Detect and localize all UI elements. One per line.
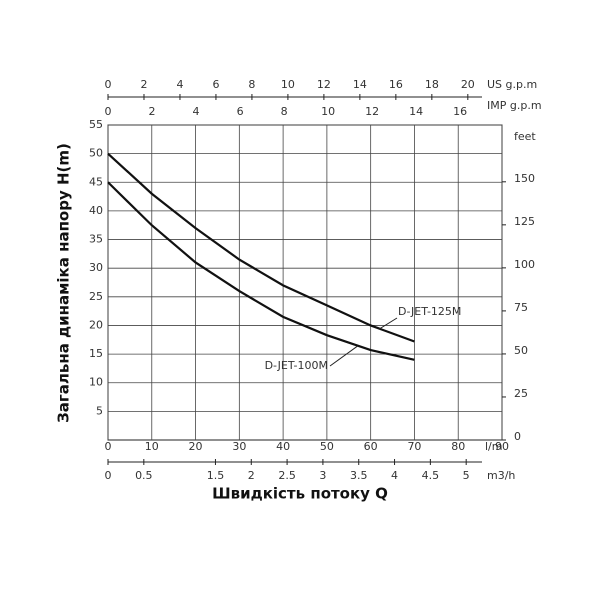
series-label: D-JET-125M xyxy=(398,305,461,318)
aux-unit: m3/h xyxy=(487,469,515,482)
curve xyxy=(107,181,415,361)
plot-frame xyxy=(107,124,503,441)
aux-tick-label: 2 xyxy=(140,78,147,91)
aux-tick-label: 2 xyxy=(248,469,255,482)
x-tick-label: 0 xyxy=(105,440,112,453)
y2-tick-label: 100 xyxy=(514,258,535,271)
y-tick-label: 55 xyxy=(89,118,103,131)
aux-tick-label: 16 xyxy=(453,105,467,118)
aux-tick-label: 0 xyxy=(105,469,112,482)
x-tick-label: 40 xyxy=(276,440,290,453)
aux-tick-label: 2.5 xyxy=(278,469,296,482)
aux-tick-label: 3 xyxy=(319,469,326,482)
aux-tick-label: 12 xyxy=(317,78,331,91)
aux-tick-label: 4 xyxy=(193,105,200,118)
aux-tick-label: 1.5 xyxy=(207,469,225,482)
x-tick-label: 80 xyxy=(451,440,465,453)
aux-tick-label: 8 xyxy=(248,78,255,91)
y-tick-label: 15 xyxy=(89,347,103,360)
aux-unit: IMP g.p.m xyxy=(487,99,542,112)
aux-tick-label: 5 xyxy=(463,469,470,482)
y-tick-label: 30 xyxy=(89,261,103,274)
x-tick-label: 60 xyxy=(364,440,378,453)
x-tick-label: 30 xyxy=(232,440,246,453)
leader-line xyxy=(329,345,358,367)
aux-tick-label: 3.5 xyxy=(350,469,368,482)
aux-tick-label: 0 xyxy=(105,78,112,91)
y-tick-label: 10 xyxy=(89,376,103,389)
y-title: Загальна динаміка напору H(m) xyxy=(55,143,73,423)
aux-tick-label: 16 xyxy=(389,78,403,91)
y2-tick-label: 25 xyxy=(514,387,528,400)
y-tick-label: 50 xyxy=(89,147,103,160)
aux-unit: US g.p.m xyxy=(487,78,537,91)
x-tick-label: 70 xyxy=(407,440,421,453)
y-tick-label: 5 xyxy=(96,404,103,417)
x-title: Швидкість потоку Q xyxy=(212,485,388,503)
aux-tick-label: 0 xyxy=(105,105,112,118)
aux-tick-label: 8 xyxy=(281,105,288,118)
y2-unit: feet xyxy=(514,130,536,143)
y2-tick-label: 125 xyxy=(514,215,535,228)
x-unit: l/m xyxy=(485,440,502,453)
aux-tick-label: 4 xyxy=(391,469,398,482)
y-tick-label: 40 xyxy=(89,204,103,217)
aux-tick-label: 6 xyxy=(212,78,219,91)
aux-tick-label: 14 xyxy=(353,78,367,91)
y2-tick-label: 50 xyxy=(514,344,528,357)
y2-tick-label: 75 xyxy=(514,301,528,314)
aux-tick-label: 0.5 xyxy=(135,469,153,482)
y2-tick-label: 150 xyxy=(514,172,535,185)
aux-tick-label: 20 xyxy=(461,78,475,91)
y-tick-label: 35 xyxy=(89,233,103,246)
y2-tick-label: 0 xyxy=(514,430,521,443)
aux-tick-label: 4 xyxy=(176,78,183,91)
y-tick-label: 45 xyxy=(89,175,103,188)
curve xyxy=(107,152,415,343)
x-tick-label: 10 xyxy=(145,440,159,453)
series-label: D-JET-100M xyxy=(265,359,328,372)
aux-tick-label: 14 xyxy=(409,105,423,118)
y-tick-label: 25 xyxy=(89,290,103,303)
x-tick-label: 90 xyxy=(495,440,509,453)
aux-tick-label: 6 xyxy=(237,105,244,118)
y-tick-label: 20 xyxy=(89,318,103,331)
x-tick-label: 50 xyxy=(320,440,334,453)
aux-tick-label: 10 xyxy=(281,78,295,91)
aux-tick-label: 12 xyxy=(365,105,379,118)
aux-tick-label: 2 xyxy=(149,105,156,118)
aux-tick-label: 18 xyxy=(425,78,439,91)
x-tick-label: 20 xyxy=(189,440,203,453)
leader-line xyxy=(379,317,398,330)
aux-tick-label: 10 xyxy=(321,105,335,118)
aux-tick-label: 4.5 xyxy=(422,469,440,482)
